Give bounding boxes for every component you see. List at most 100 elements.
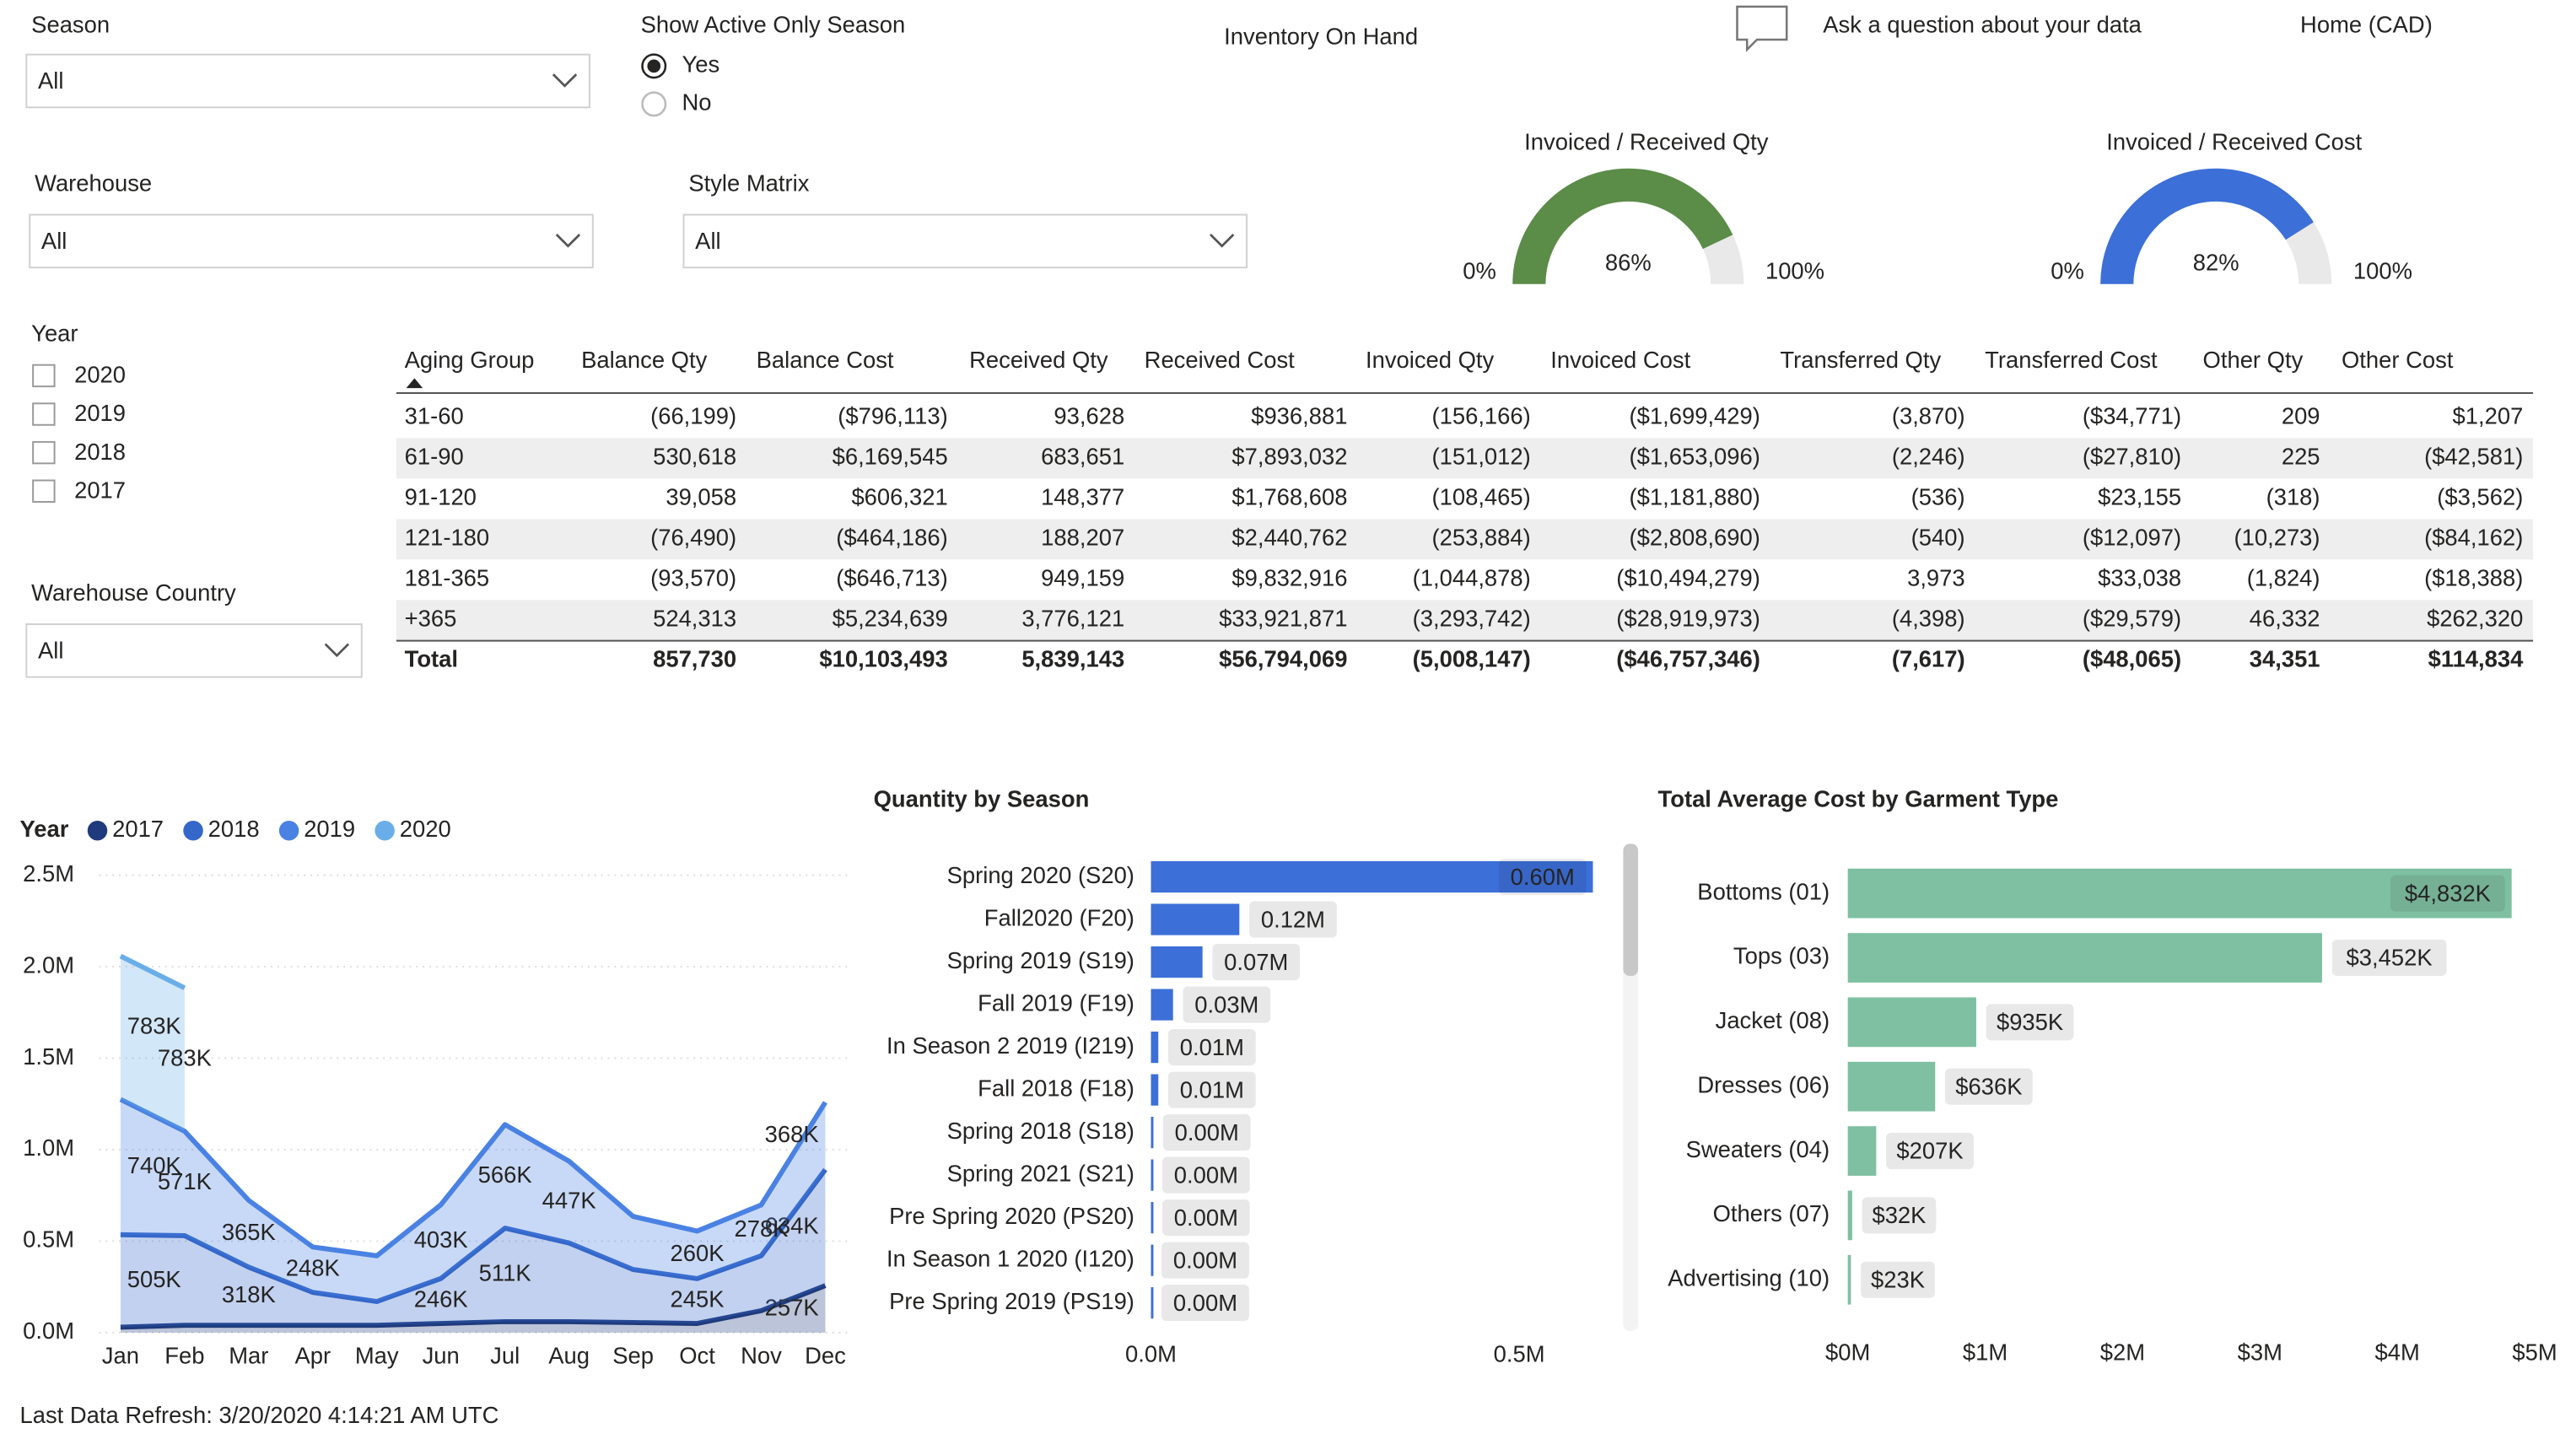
y-tick-label: Pre Spring 2019 (PS19)	[889, 1288, 1134, 1314]
total-cell: ($46,757,346)	[1616, 645, 1760, 671]
legend-label: 2018	[208, 816, 260, 842]
table-cell: 209	[2282, 403, 2320, 429]
table-cell: +365	[405, 605, 457, 631]
column-header: Other Qty	[2203, 347, 2304, 373]
table-cell: 225	[2282, 444, 2320, 470]
table-cell: ($796,113)	[838, 403, 947, 429]
y-tick-label: Fall2020 (F20)	[984, 904, 1134, 930]
radio-button[interactable]	[641, 91, 667, 117]
data-label: 0.00M	[1173, 1247, 1237, 1273]
x-tick-label: Feb	[164, 1342, 204, 1368]
chevron	[552, 73, 578, 88]
table-cell: (108,465)	[1432, 483, 1531, 509]
dropdown[interactable]	[29, 213, 594, 269]
dropdown[interactable]	[25, 623, 363, 678]
data-label: $32K	[1872, 1202, 1926, 1228]
data-label: 0.00M	[1173, 1290, 1237, 1316]
data-label: $23K	[1871, 1266, 1925, 1292]
checkbox[interactable]	[32, 479, 56, 503]
table-cell: 3,973	[1907, 564, 1965, 590]
x-tick-label: $5M	[2512, 1339, 2557, 1366]
bar	[1847, 868, 2512, 919]
table-cell: 3,776,121	[1021, 605, 1124, 631]
table-cell: ($34,771)	[2083, 403, 2181, 429]
data-label: 566K	[478, 1161, 532, 1188]
data-label-bg	[1886, 1133, 1974, 1170]
data-label: 740K	[127, 1152, 181, 1178]
checkbox[interactable]	[32, 364, 56, 388]
column-header: Received Cost	[1145, 347, 1296, 373]
table-cell: ($29,579)	[2083, 605, 2181, 631]
y-tick-label: Fall 2018 (F18)	[978, 1075, 1134, 1101]
y-tick-label: 1.0M	[23, 1134, 74, 1161]
line	[119, 1097, 827, 1258]
footer-text: Last Data Refresh: 3/20/2020 4:14:21 AM …	[19, 1402, 498, 1428]
y-tick-label: Pre Spring 2020 (PS20)	[889, 1203, 1134, 1229]
checkbox[interactable]	[32, 402, 56, 426]
dropdown[interactable]	[25, 53, 590, 109]
data-label: 0.01M	[1180, 1034, 1244, 1060]
table-cell: 93,628	[1054, 403, 1124, 429]
table-cell: ($646,713)	[836, 564, 947, 590]
x-tick-label: Dec	[805, 1342, 846, 1368]
total-cell: $10,103,493	[819, 645, 947, 671]
total-cell: (7,617)	[1892, 645, 1965, 671]
data-label-bg	[1862, 1197, 1937, 1234]
dropdown[interactable]	[682, 213, 1248, 269]
gauge-title: Invoiced / Received Qty	[1524, 129, 1769, 155]
x-tick-label: Jun	[423, 1342, 460, 1368]
table-cell: ($2,808,690)	[1630, 524, 1760, 550]
data-label: 0.60M	[1511, 864, 1575, 890]
column-header: Balance Qty	[581, 347, 708, 373]
table-cell: (156,166)	[1432, 403, 1531, 429]
column-header: Other Cost	[2342, 347, 2454, 373]
legend-dot	[87, 821, 108, 841]
data-label: $4,832K	[2405, 880, 2491, 906]
table-cell: 31-60	[405, 403, 464, 429]
checkbox[interactable]	[32, 440, 56, 465]
gauge-title: Invoiced / Received Cost	[2106, 129, 2362, 155]
total-cell: 857,730	[653, 645, 736, 671]
y-tick-label: Spring 2020 (S20)	[947, 862, 1134, 888]
data-label-bg	[2331, 939, 2447, 977]
data-label: 245K	[671, 1286, 725, 1312]
table-cell: 188,207	[1041, 524, 1124, 550]
table-cell: (3,870)	[1892, 403, 1965, 429]
table-cell: (76,490)	[650, 524, 736, 550]
y-tick-label: In Season 1 2020 (I120)	[887, 1245, 1134, 1271]
dropdown-value: All	[41, 228, 67, 254]
x-tick-label: 0.0M	[1125, 1341, 1177, 1367]
total-cell: ($48,065)	[2083, 645, 2181, 671]
data-label-bg	[1861, 1261, 1935, 1298]
bar	[1847, 1126, 1877, 1176]
gauge-value-label: 86%	[1605, 249, 1652, 275]
bar	[1151, 1074, 1159, 1106]
data-label: 0.00M	[1174, 1205, 1238, 1231]
total-cell: Total	[405, 645, 458, 671]
column-header: Aging Group	[405, 347, 535, 373]
y-tick-label: Advertising (10)	[1668, 1264, 1830, 1291]
legend-label: 2017	[112, 816, 164, 842]
data-label: 0.07M	[1224, 949, 1288, 975]
bar	[1151, 1117, 1154, 1149]
bar	[1847, 1061, 1936, 1112]
data-label-bg	[1944, 1068, 2033, 1105]
scrollbar-thumb[interactable]	[1623, 843, 1639, 977]
data-label: 318K	[222, 1281, 276, 1307]
legend-label: 2020	[400, 816, 451, 842]
bar	[1151, 1202, 1154, 1234]
table-cell: $262,320	[2427, 605, 2523, 631]
data-label: 0.12M	[1261, 906, 1325, 932]
chevron	[1210, 234, 1235, 248]
table-cell: (253,884)	[1432, 524, 1531, 550]
column-header: Invoiced Cost	[1550, 347, 1690, 373]
qna-icon	[1736, 5, 1788, 52]
data-label: 634K	[765, 1213, 819, 1239]
x-tick-label: 0.5M	[1494, 1341, 1545, 1367]
table-cell: $936,881	[1251, 403, 1347, 429]
qna-box: Ask a question about your data	[1823, 12, 2142, 38]
slicer-label: Season	[31, 12, 110, 38]
line	[119, 953, 186, 990]
table-cell: (93,570)	[650, 564, 736, 590]
bar	[1847, 933, 2322, 983]
